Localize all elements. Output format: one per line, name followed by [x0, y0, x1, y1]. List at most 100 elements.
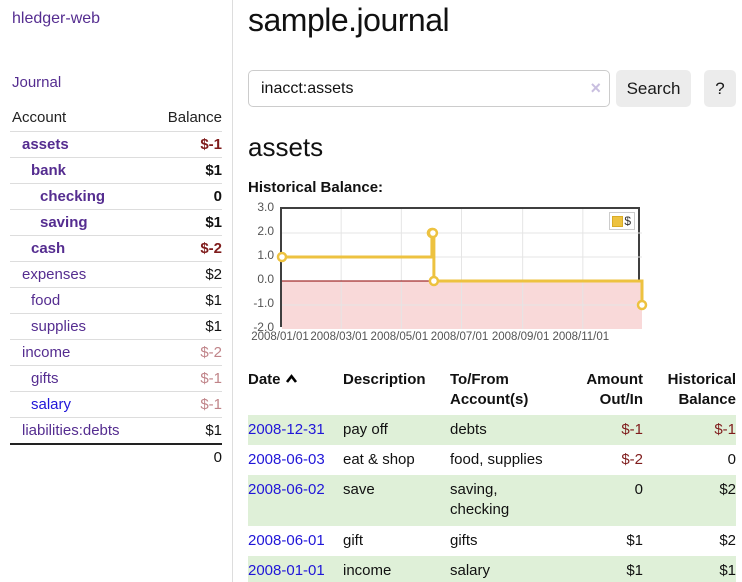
account-row: supplies $1	[10, 313, 222, 340]
account-balance: $1	[150, 209, 222, 236]
app-title-link[interactable]: hledger-web	[12, 10, 101, 27]
transaction-amount: $-2	[621, 450, 643, 468]
account-balance: $1	[150, 313, 222, 340]
chart-legend: $	[609, 212, 635, 230]
account-balance: $1	[150, 157, 222, 184]
x-axis-tick-label: 2008/09/01	[491, 331, 550, 343]
account-link-liabilities-debts[interactable]: liabilities:debts	[22, 422, 120, 439]
column-header-description: Description	[343, 371, 426, 388]
transaction-description: save	[343, 481, 375, 498]
legend-label: $	[624, 214, 631, 228]
account-row: income $-2	[10, 339, 222, 366]
transaction-accounts: food, supplies	[450, 450, 543, 468]
transaction-date-link[interactable]: 2008-01-01	[248, 561, 325, 579]
transaction-accounts: saving, checking	[450, 481, 510, 519]
accounts-header-balance: Balance	[150, 105, 222, 132]
account-row: saving $1	[10, 209, 222, 236]
account-balance: $-2	[150, 339, 222, 366]
account-row: gifts $-1	[10, 365, 222, 392]
column-header-date[interactable]: Date	[248, 368, 343, 415]
account-link-gifts[interactable]: gifts	[31, 370, 59, 387]
account-link-assets[interactable]: assets	[22, 136, 69, 153]
transaction-row: 2008-06-02 save saving, checking 0 $2	[248, 475, 736, 526]
account-balance: $-1	[150, 131, 222, 158]
transaction-date-link[interactable]: 2008-06-02	[248, 481, 325, 498]
account-row: liabilities:debts $1	[10, 418, 222, 445]
transaction-balance: $1	[719, 561, 736, 579]
account-link-checking[interactable]: checking	[40, 188, 106, 205]
transaction-date-link[interactable]: 2008-06-01	[248, 531, 325, 549]
transaction-accounts: debts	[450, 420, 487, 438]
page-title: sample.journal	[248, 2, 450, 38]
search-input[interactable]	[248, 70, 610, 107]
help-button[interactable]: ?	[704, 70, 736, 107]
accounts-total-value: 0	[150, 443, 222, 470]
transaction-description: eat & shop	[343, 450, 415, 468]
account-balance: $1	[205, 422, 222, 439]
account-balance: $-2	[150, 235, 222, 262]
y-axis-tick-label: -1.0	[253, 296, 274, 310]
column-header-balance: Historical Balance	[667, 371, 736, 409]
transaction-amount: 0	[634, 481, 643, 498]
accounts-body: assets $-1 bank $1 checking 0 saving $1 cash $-2 e…	[10, 131, 222, 445]
transaction-balance: 0	[727, 450, 736, 468]
account-link-expenses[interactable]: expenses	[22, 266, 87, 283]
account-link-saving[interactable]: saving	[40, 214, 88, 231]
historical-balance-chart: $ -2.0 -1.0 0.0 1.0 2.0 3.0 2008/01/01 2008/03…	[248, 201, 648, 346]
column-header-accounts: To/From Account(s)	[450, 371, 529, 409]
account-balance: $1	[150, 287, 222, 314]
chart-plot-area: $	[276, 207, 648, 329]
account-row: assets $-1	[10, 131, 222, 158]
main-content: sample.journal × Search ? assets Histori…	[233, 0, 742, 582]
search-bar: × Search ?	[248, 70, 736, 107]
account-link-salary[interactable]: salary	[31, 396, 72, 413]
y-axis-tick-label: 2.0	[257, 224, 274, 238]
transaction-date-link[interactable]: 2008-12-31	[248, 420, 325, 438]
transaction-amount: $1	[626, 561, 643, 579]
transaction-balance: $2	[719, 531, 736, 549]
y-axis-tick-label: 3.0	[257, 200, 274, 214]
account-link-cash[interactable]: cash	[31, 240, 66, 257]
x-axis-tick-label: 2008/03/01	[310, 331, 368, 343]
transaction-row: 2008-12-31 pay off debts $-1 $-1	[248, 414, 736, 445]
transaction-row: 2008-06-01 gift gifts $1 $2	[248, 526, 736, 556]
transaction-accounts: salary	[450, 561, 491, 579]
transaction-amount: $1	[626, 531, 643, 549]
transaction-date-link[interactable]: 2008-06-03	[248, 450, 325, 468]
account-heading: assets	[248, 132, 324, 162]
x-axis-tick-label: 2008/11/01	[552, 331, 610, 343]
account-link-income[interactable]: income	[22, 344, 71, 361]
transaction-row: 2008-06-03 eat & shop food, supplies $-2 0	[248, 445, 736, 475]
account-row: food $1	[10, 287, 222, 314]
transaction-accounts: gifts	[450, 531, 478, 549]
account-balance: $2	[150, 261, 222, 288]
transaction-amount: $-1	[621, 420, 643, 438]
chart-title: Historical Balance:	[248, 179, 384, 196]
x-axis-tick-label: 2008/01/01	[251, 331, 309, 343]
account-row: cash $-2	[10, 235, 222, 262]
account-link-bank[interactable]: bank	[31, 162, 67, 179]
register-table: Date Description To/From Account(s) Amou…	[248, 368, 736, 582]
register-body: 2008-12-31 pay off debts $-1 $-1 2008-06-03 ea…	[248, 414, 736, 582]
y-axis-tick-label: -2.0	[253, 320, 274, 334]
clear-search-icon[interactable]: ×	[590, 78, 601, 98]
legend-swatch-icon	[612, 215, 624, 227]
search-button[interactable]: Search	[616, 70, 691, 107]
transaction-balance: $-1	[714, 420, 736, 438]
account-row: expenses $2	[10, 261, 222, 288]
column-header-amount: Amount Out/In	[586, 371, 643, 409]
account-row: checking 0	[10, 183, 222, 210]
account-row: salary $-1	[10, 391, 222, 418]
sidebar-item-journal[interactable]: Journal	[12, 74, 62, 91]
y-axis-tick-label: 1.0	[257, 248, 274, 262]
transaction-description: income	[343, 561, 392, 579]
account-link-supplies[interactable]: supplies	[31, 318, 87, 335]
transaction-row: 2008-01-01 income salary $1 $1	[248, 555, 736, 582]
transaction-description: gift	[343, 531, 364, 549]
account-link-food[interactable]: food	[31, 292, 61, 309]
x-axis-tick-label: 2008/05/01	[370, 331, 429, 343]
account-balance: $-1	[150, 391, 222, 418]
accounts-table: Account Balance assets $-1 bank $1 checking 0…	[10, 105, 222, 470]
sort-ascending-icon	[285, 370, 298, 390]
transaction-balance: $2	[719, 481, 736, 498]
